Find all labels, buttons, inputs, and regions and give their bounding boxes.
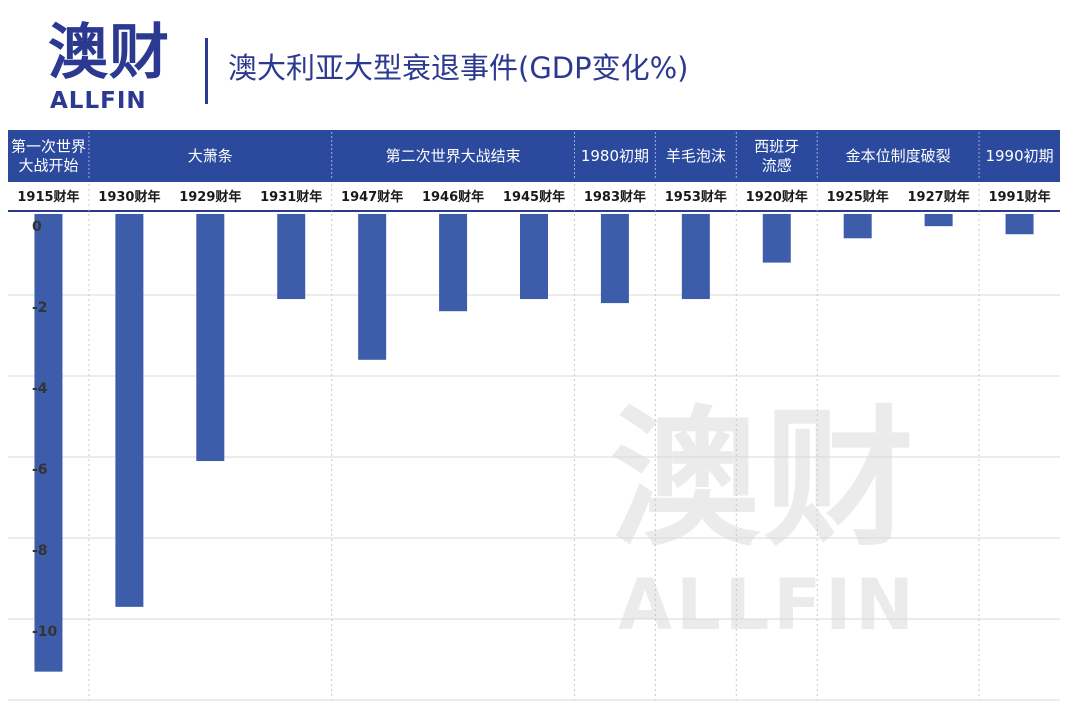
bar: [1005, 214, 1034, 235]
year-label: 1929财年: [179, 189, 241, 205]
bar: [196, 214, 225, 462]
year-label: 1983财年: [584, 189, 646, 205]
bar: [358, 214, 387, 360]
year-label: 1925财年: [827, 189, 889, 205]
year-label: 1991财年: [988, 189, 1050, 205]
bar: [924, 214, 953, 227]
bar: [277, 214, 306, 300]
year-label: 1931财年: [260, 189, 322, 205]
y-tick-label: -4: [32, 381, 48, 397]
bar: [762, 214, 791, 263]
year-label: 1920财年: [746, 189, 808, 205]
bar: [520, 214, 548, 300]
brand-logo-en: ALLFIN: [50, 88, 147, 114]
y-tick-label: -10: [32, 624, 58, 640]
year-label: 1945财年: [503, 189, 565, 205]
y-tick-label: -2: [32, 300, 48, 316]
year-label: 1930财年: [98, 189, 160, 205]
category-band: [8, 130, 1060, 182]
year-label: 1915财年: [17, 189, 79, 205]
y-tick-label: -8: [32, 543, 48, 559]
bar: [439, 214, 468, 312]
y-tick-label: -6: [32, 462, 48, 478]
category-label: 羊毛泡沫: [666, 147, 726, 165]
category-label: 大战开始: [18, 157, 78, 175]
bar: [681, 214, 710, 300]
chart-title: 澳大利亚大型衰退事件(GDP变化%): [228, 51, 689, 85]
year-label: 1927财年: [908, 189, 970, 205]
category-label: 1980初期: [581, 147, 649, 165]
category-label: 流感: [762, 157, 792, 175]
category-label: 西班牙: [754, 138, 799, 156]
bar: [600, 214, 629, 304]
category-label: 第一次世界: [11, 138, 86, 156]
category-label: 金本位制度破裂: [846, 147, 951, 165]
bar: [115, 214, 144, 607]
header: 澳财 ALLFIN 澳大利亚大型衰退事件(GDP变化%): [0, 0, 1080, 128]
year-label: 1946财年: [422, 189, 484, 205]
bar: [843, 214, 872, 239]
category-label: 第二次世界大战结束: [386, 147, 521, 165]
category-label: 大萧条: [188, 147, 233, 165]
year-label: 1953财年: [665, 189, 727, 205]
brand-logo: 澳财: [48, 18, 170, 88]
y-tick-label: 0: [32, 219, 42, 235]
category-label: 1990初期: [985, 147, 1053, 165]
title-divider: [205, 38, 208, 104]
year-label: 1947财年: [341, 189, 403, 205]
bar: [34, 214, 63, 672]
